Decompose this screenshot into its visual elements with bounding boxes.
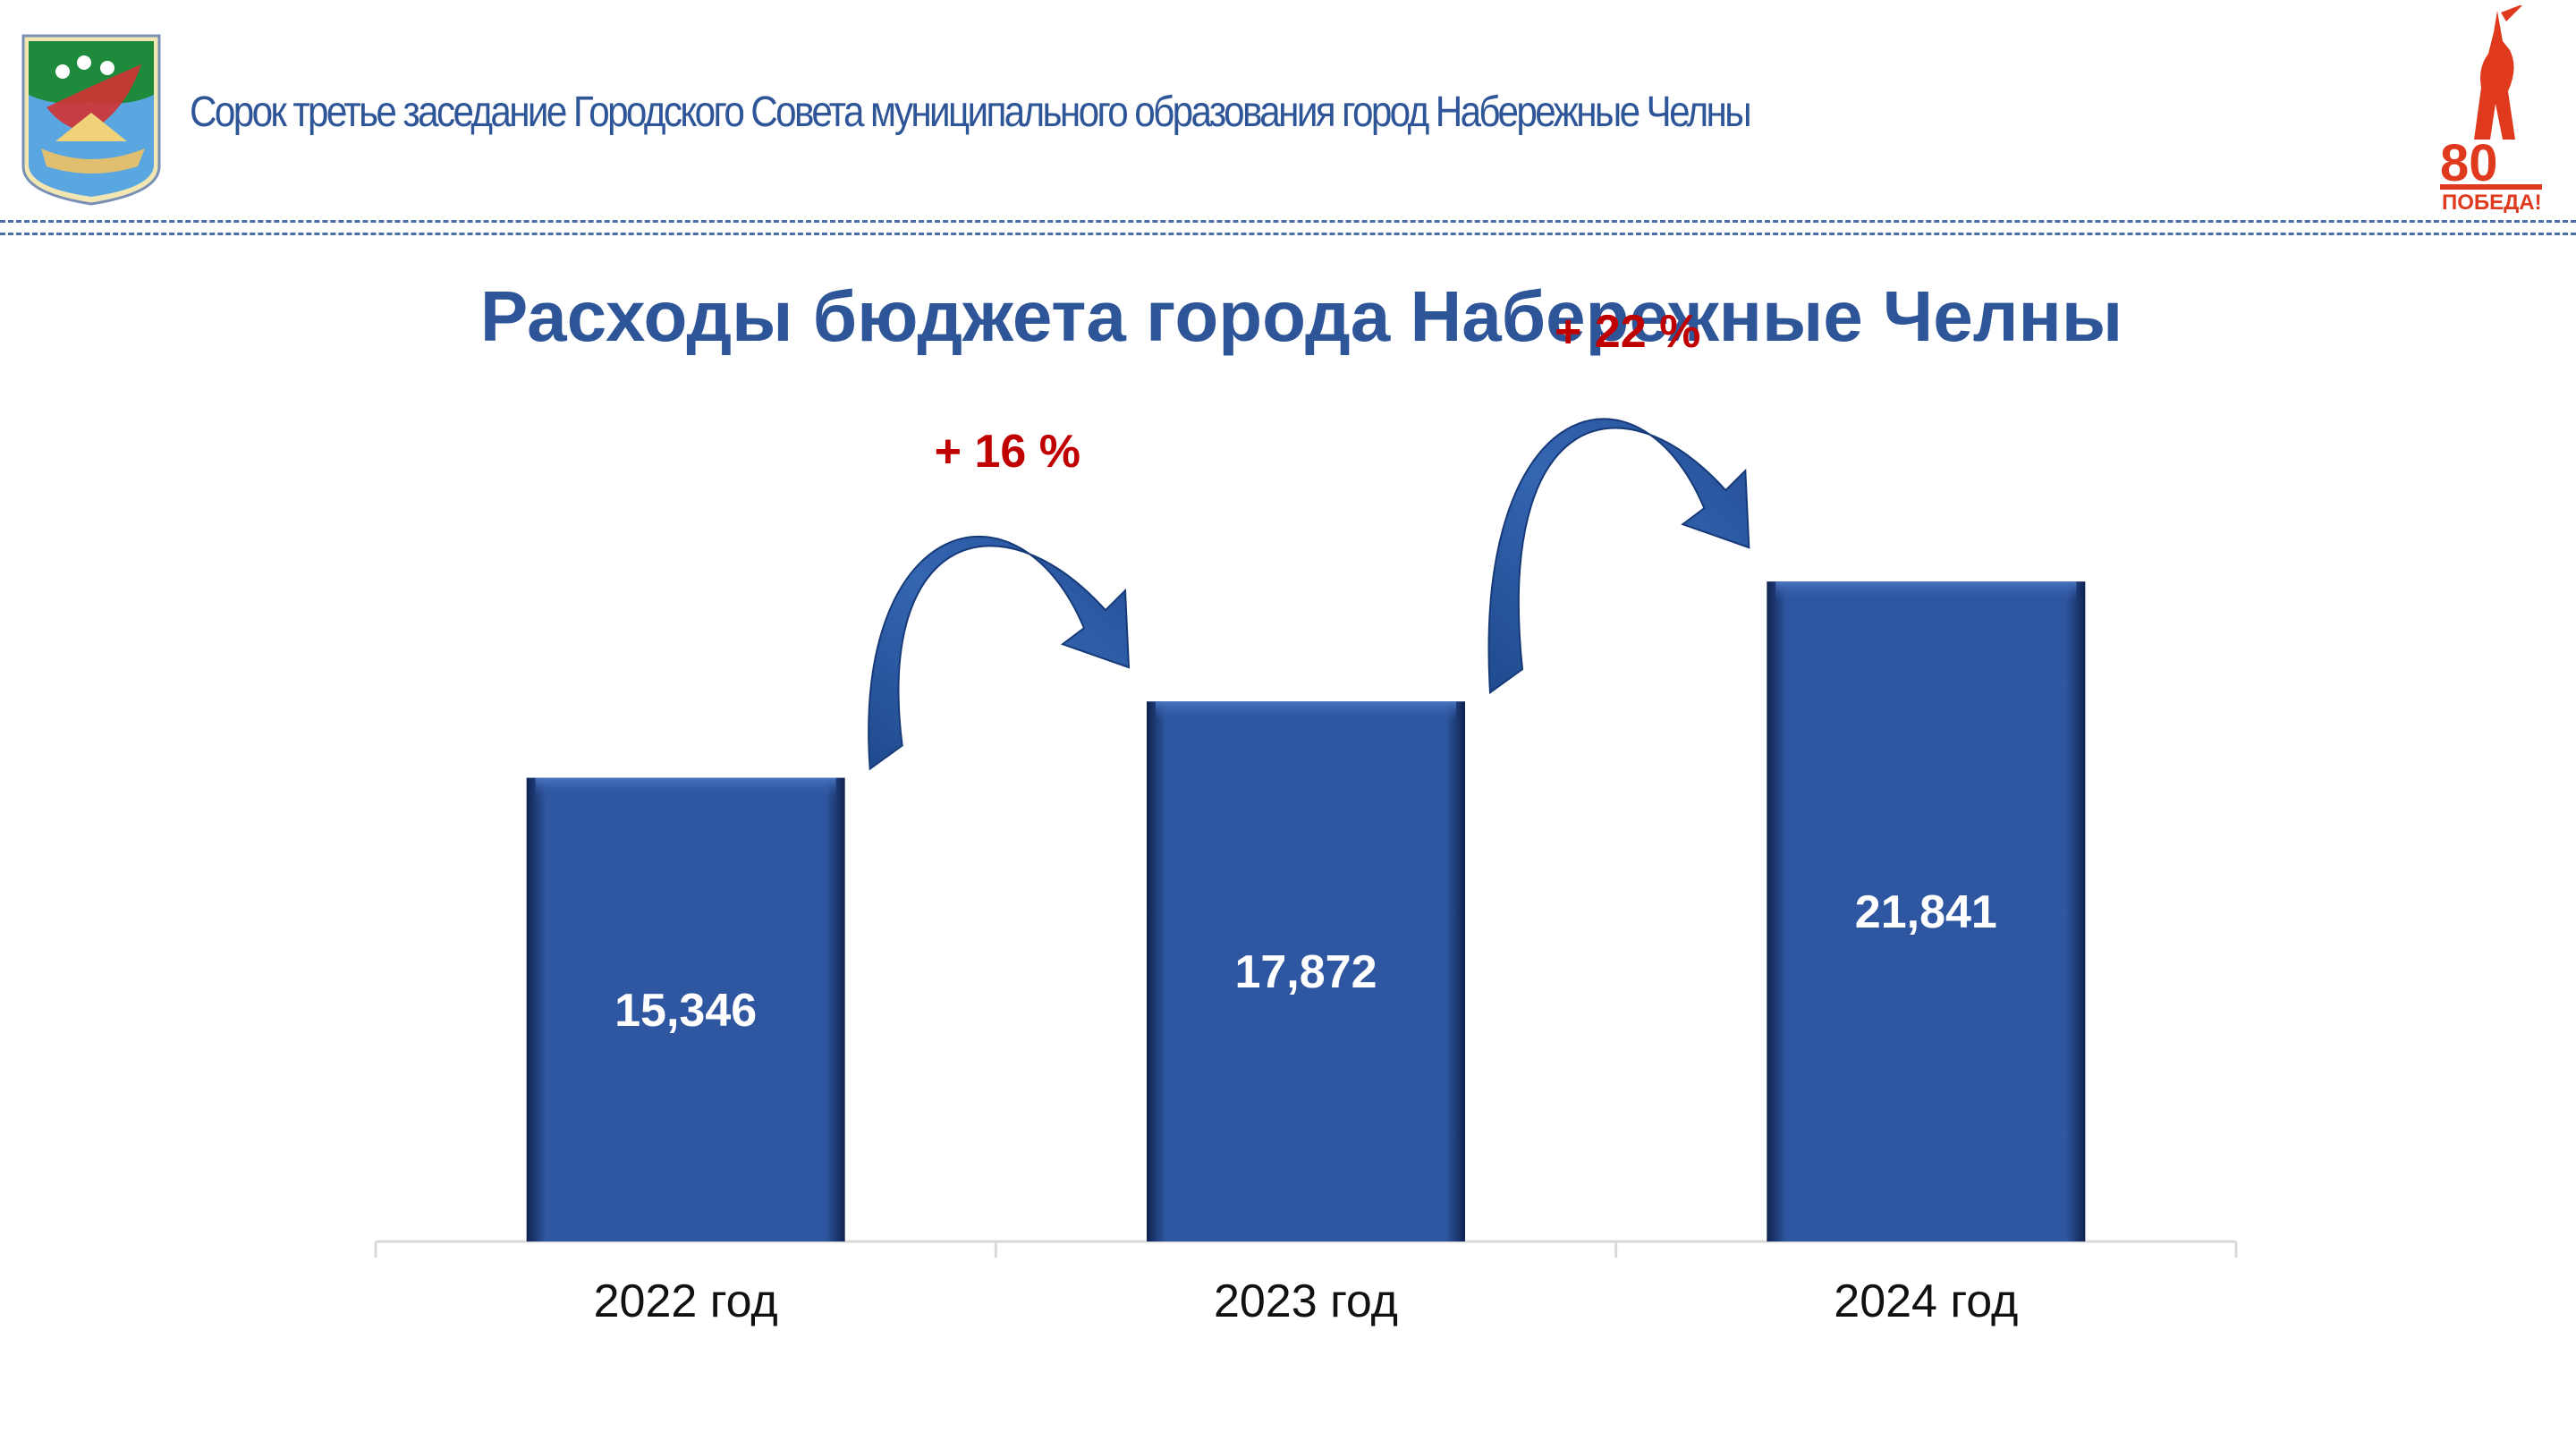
growth-arrow <box>868 535 1131 771</box>
bar-2022 <box>526 777 845 1241</box>
bar-value-label: 17,872 <box>1234 946 1377 998</box>
bar-top-bevel <box>1156 701 1456 722</box>
x-tick-label: 2022 год <box>594 1275 778 1327</box>
growth-percent-label: + 16 % <box>935 426 1080 478</box>
header-divider-bottom <box>0 233 2576 235</box>
bar-top-bevel <box>1775 581 2077 602</box>
bar-2023 <box>1147 701 1465 1241</box>
header-divider-top <box>0 220 2576 223</box>
bar-2024 <box>1767 581 2086 1241</box>
bar-top-bevel <box>535 777 836 798</box>
x-tick-label: 2023 год <box>1214 1275 1398 1327</box>
growth-percent-label: + 22 % <box>1555 306 1700 358</box>
emblem-pobeda-text: ПОБЕДА! <box>2442 191 2542 213</box>
city-coat-of-arms-logo <box>21 34 161 206</box>
growth-arrow <box>1487 418 1750 695</box>
bar-value-label: 15,346 <box>614 985 757 1037</box>
emblem-80-text: 80 <box>2440 134 2498 192</box>
session-header: Сорок третье заседание Городского Совета… <box>190 89 1752 136</box>
chart-title: Расходы бюджета города Набережные Челны <box>479 276 2123 356</box>
x-tick-label: 2024 год <box>1834 1275 2018 1327</box>
bar-value-label: 21,841 <box>1855 886 1997 938</box>
victory-80-emblem: 80 ПОБЕДА! <box>2440 5 2542 213</box>
